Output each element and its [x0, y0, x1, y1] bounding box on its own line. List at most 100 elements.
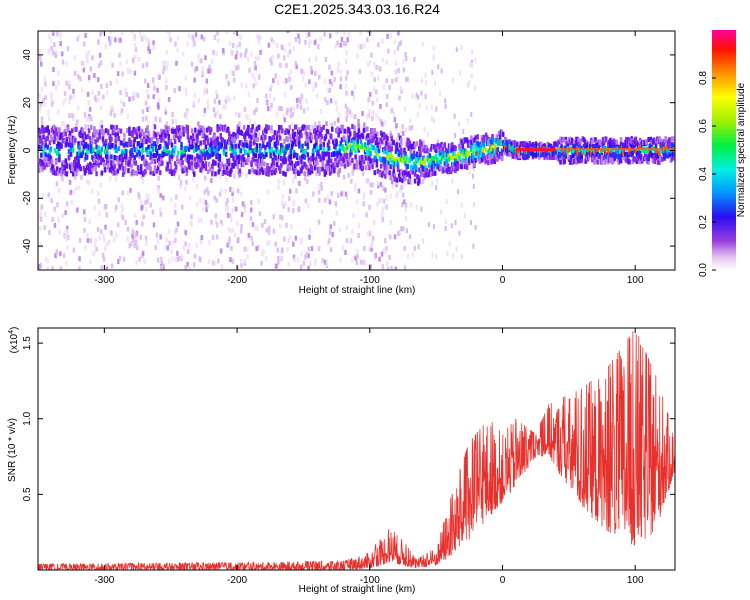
- spectrogram-cell: [405, 56, 408, 62]
- spectrogram-cell: [276, 255, 280, 261]
- spectrogram-cell: [229, 217, 233, 223]
- spectrogram-cell: [65, 261, 68, 267]
- spectrogram-cell: [50, 96, 53, 102]
- spectrogram-cell: [445, 158, 449, 164]
- spectrogram-cell: [384, 145, 387, 151]
- spectrogram-cell: [377, 147, 381, 153]
- spectrogram-cell: [336, 31, 340, 34]
- spectrogram-cell: [402, 192, 405, 198]
- spectrogram-cell: [423, 127, 426, 133]
- spectrogram-cell: [421, 172, 424, 178]
- spectrogram-cell: [265, 128, 268, 134]
- spectrogram-cell: [228, 97, 231, 103]
- spectrogram-cell: [202, 128, 206, 134]
- spectrogram-cell: [432, 155, 436, 161]
- spectrogram-cell: [144, 235, 148, 241]
- spectrogram-cell: [299, 104, 303, 110]
- spectrogram-cell: [149, 166, 152, 172]
- spectrogram-cell: [498, 151, 502, 157]
- spectrogram-cell: [110, 105, 113, 111]
- spectrogram-cell: [60, 121, 64, 127]
- spectrogram-cell: [432, 55, 435, 61]
- spectrogram-cell: [272, 165, 276, 171]
- spectrogram-cell: [93, 205, 96, 211]
- spectrogram-cell: [82, 67, 86, 73]
- spectrogram-cell: [315, 93, 319, 99]
- spectrogram-cell: [226, 242, 229, 248]
- spectrogram-cell: [279, 255, 282, 261]
- spectrogram-cell: [319, 36, 322, 42]
- spectrogram-cell: [219, 248, 223, 254]
- colorbar-tick-label: 0.2: [698, 215, 709, 229]
- spectrogram-cell: [119, 110, 123, 116]
- spectrogram-cell: [182, 245, 186, 251]
- spectrogram-cell: [352, 212, 355, 218]
- spectrogram-cell: [220, 161, 224, 167]
- spectrogram-cell: [104, 224, 107, 230]
- spectrogram-cell: [159, 134, 162, 140]
- spectrogram-cell: [368, 91, 372, 97]
- spectrogram-cell: [240, 157, 244, 163]
- spectrogram-cell: [76, 36, 79, 42]
- spectrogram-cell: [415, 92, 418, 98]
- spectrogram-cell: [69, 151, 73, 157]
- spectrogram-cell: [558, 151, 561, 157]
- spectrogram-cell: [38, 144, 41, 150]
- spectrogram-cell: [51, 50, 55, 56]
- spectrogram-cell: [187, 159, 191, 165]
- spectrogram-cell: [479, 144, 483, 150]
- spectrogram-cell: [397, 132, 400, 138]
- spectrogram-cell: [508, 139, 511, 145]
- spectrogram-cell: [351, 157, 354, 163]
- spectrogram-cell: [131, 58, 135, 64]
- spectrogram-cell: [400, 88, 403, 94]
- spectrogram-cell: [460, 45, 463, 51]
- spectrogram-cell: [236, 188, 240, 194]
- spectrogram-cell: [70, 143, 74, 149]
- spectrogram-cell: [46, 266, 49, 270]
- spectrogram-cell: [38, 93, 42, 99]
- spectrogram-cell: [330, 70, 334, 76]
- spectrogram-cell: [337, 171, 340, 177]
- spectrogram-cell: [265, 171, 268, 177]
- spectrogram-cell: [197, 53, 200, 59]
- spectrogram-cell: [299, 155, 302, 161]
- spectrogram-cell: [39, 61, 43, 67]
- spectrogram-cell: [108, 39, 112, 45]
- spectrogram-cell: [277, 259, 280, 265]
- spectrogram-cell: [323, 197, 327, 203]
- spectrogram-cell: [118, 52, 121, 58]
- spectrogram-cell: [220, 142, 224, 148]
- spectrogram-cell: [346, 37, 349, 43]
- spectrogram-cell: [154, 244, 158, 250]
- spectrogram-cell: [65, 80, 68, 86]
- spectrogram-cell: [133, 36, 136, 42]
- spectrogram-cell: [248, 67, 251, 73]
- spectrogram-cell: [396, 45, 400, 51]
- spectrogram-cell: [279, 223, 282, 229]
- spectrogram-cell: [105, 241, 108, 247]
- spectrogram-cell: [490, 139, 493, 145]
- spectrogram-cell: [610, 139, 613, 145]
- spectrogram-cell: [325, 151, 329, 157]
- spectrogram-cell: [58, 157, 61, 163]
- spectrogram-cell: [317, 133, 320, 139]
- spectrogram-cell: [388, 170, 391, 176]
- spectrogram-cell: [192, 176, 195, 182]
- spectrogram-cell: [412, 150, 416, 156]
- spectrogram-cell: [283, 79, 286, 85]
- spectrogram-cell: [277, 124, 281, 130]
- spectrogram-cell: [470, 111, 473, 117]
- spectrogram-cell: [257, 55, 260, 61]
- spectrogram-cell: [97, 40, 100, 46]
- spectrogram-cell: [65, 171, 69, 177]
- spectrogram-cell: [51, 216, 54, 222]
- spectrogram-cell: [542, 152, 545, 158]
- spectrogram-cell: [53, 206, 57, 212]
- spectrogram-cell: [412, 161, 416, 167]
- spectrogram-cell: [96, 137, 99, 143]
- spectrogram-cell: [66, 225, 69, 231]
- spectrogram-cell: [159, 192, 162, 198]
- spectrogram-cell: [185, 145, 189, 151]
- spectrogram-cell: [144, 168, 147, 174]
